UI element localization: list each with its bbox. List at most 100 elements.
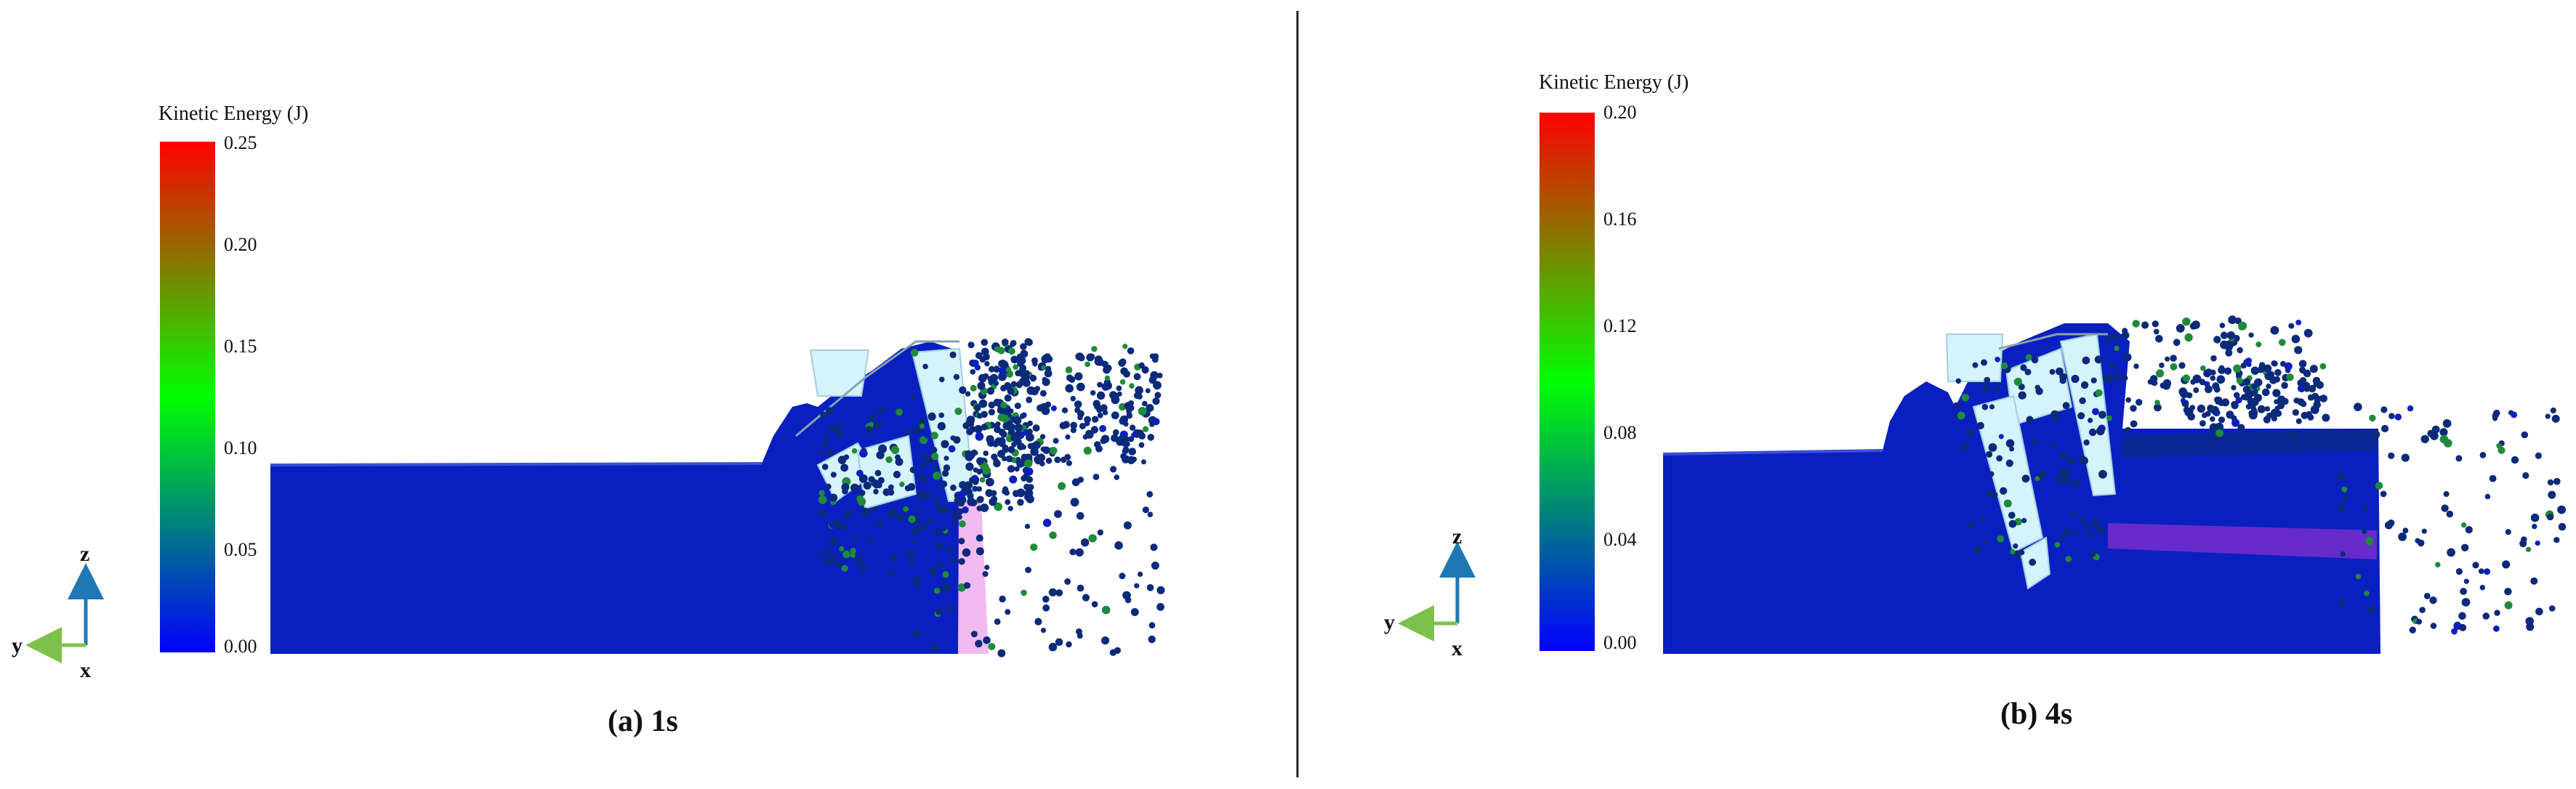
particle xyxy=(2073,529,2079,535)
particle xyxy=(2251,409,2258,416)
particle xyxy=(2511,411,2518,418)
particle xyxy=(1135,429,1144,437)
particle xyxy=(1094,357,1103,366)
particle xyxy=(2080,517,2087,525)
particle xyxy=(1142,400,1148,407)
particle xyxy=(2225,349,2233,357)
particle xyxy=(2013,550,2021,559)
particle xyxy=(2130,405,2137,412)
particle xyxy=(868,413,875,421)
particle xyxy=(2546,513,2554,521)
particle xyxy=(1126,406,1132,413)
particle xyxy=(2029,559,2037,566)
particle xyxy=(977,413,983,419)
particle xyxy=(1123,370,1130,378)
particle xyxy=(1054,456,1061,464)
particle xyxy=(1089,353,1095,360)
particle xyxy=(1062,421,1070,429)
particle xyxy=(967,341,975,349)
particle xyxy=(2221,398,2230,407)
particle xyxy=(1099,425,1106,432)
particle xyxy=(1039,434,1046,440)
particle xyxy=(2548,490,2556,499)
particle xyxy=(1013,364,1019,371)
particle xyxy=(2090,377,2097,384)
particle xyxy=(1040,628,1047,634)
particle xyxy=(2362,529,2367,535)
particle xyxy=(970,369,976,375)
particle xyxy=(927,546,934,554)
particle xyxy=(1026,386,1036,395)
particle xyxy=(919,436,928,445)
particle xyxy=(1138,571,1143,578)
particle xyxy=(2340,551,2346,557)
particle xyxy=(997,347,1005,355)
particle xyxy=(998,360,1006,368)
particle xyxy=(2063,527,2071,535)
particle xyxy=(2341,486,2348,493)
particle xyxy=(2289,431,2298,440)
particle xyxy=(1011,442,1017,448)
particle xyxy=(927,412,936,421)
particle xyxy=(2381,424,2389,433)
particle xyxy=(2429,596,2437,604)
particle xyxy=(2443,439,2452,448)
particle xyxy=(2478,568,2484,575)
particle xyxy=(2070,511,2077,517)
particle xyxy=(911,428,918,434)
particle xyxy=(1039,389,1047,397)
particle xyxy=(2210,375,2216,381)
particle xyxy=(2553,537,2560,543)
particle xyxy=(988,408,995,416)
particle xyxy=(2098,410,2106,419)
particle xyxy=(2155,335,2163,343)
particle xyxy=(855,405,862,412)
particle xyxy=(874,469,882,477)
colorbar-title-b: Kinetic Energy (J) xyxy=(1539,71,1689,94)
particle xyxy=(975,639,983,648)
particle xyxy=(1100,437,1107,445)
particle xyxy=(1070,421,1078,429)
particle xyxy=(2314,376,2320,384)
particle xyxy=(2109,362,2116,369)
particle xyxy=(826,448,834,456)
particle xyxy=(1042,604,1050,612)
particle xyxy=(1069,549,1076,556)
particle xyxy=(976,495,984,503)
particle xyxy=(2226,331,2235,340)
particle xyxy=(2031,356,2039,364)
particle xyxy=(850,547,856,554)
particle xyxy=(2504,601,2513,610)
particle xyxy=(2557,505,2567,514)
particle xyxy=(982,571,989,577)
particle xyxy=(1009,475,1018,484)
panel-a: Kinetic Energy (J) 0.25 0.20 0.15 0.10 0… xyxy=(12,102,1165,738)
particle xyxy=(2230,432,2236,438)
particle xyxy=(851,448,858,454)
particle xyxy=(1119,417,1127,425)
particle xyxy=(1010,424,1016,430)
particle xyxy=(933,496,940,503)
particle xyxy=(983,373,989,379)
particle xyxy=(977,381,986,390)
particle xyxy=(885,456,893,464)
particle xyxy=(1034,386,1041,392)
particle xyxy=(2032,440,2038,446)
particle xyxy=(2220,340,2229,349)
particle xyxy=(1017,442,1025,450)
particle xyxy=(1064,453,1071,461)
particle xyxy=(2458,612,2466,620)
particle xyxy=(2173,339,2181,347)
particle xyxy=(1972,362,1979,368)
particle xyxy=(895,454,901,461)
particle xyxy=(824,557,832,565)
particle xyxy=(1122,446,1130,453)
particle xyxy=(2152,320,2159,328)
particle xyxy=(2212,382,2220,390)
particle xyxy=(2369,414,2376,422)
particle xyxy=(2354,432,2362,439)
particle xyxy=(919,560,927,567)
particle xyxy=(993,457,999,464)
particle xyxy=(2114,345,2120,352)
particle xyxy=(2484,568,2491,575)
